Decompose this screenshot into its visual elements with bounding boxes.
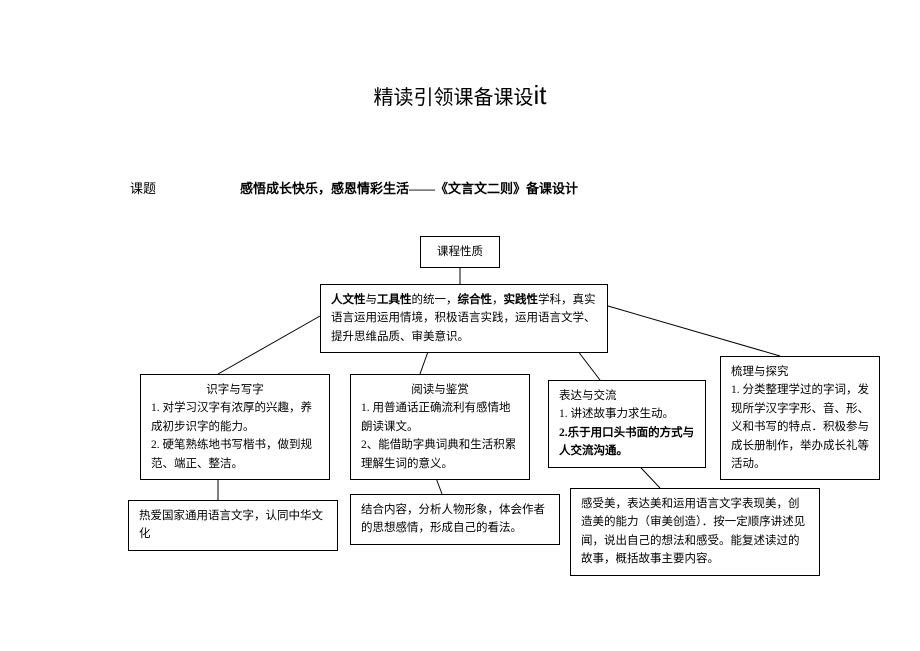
literacy-body: 1. 对学习汉字有浓厚的兴趣，养成初步识字的能力。 2. 硬笔熟练地书写楷书，做…	[151, 402, 312, 469]
page-title: 精读引领课备课设it	[374, 80, 547, 111]
subtitle-label: 课题	[130, 178, 156, 197]
core-part4: 的统一，	[412, 294, 458, 306]
research-heading: 梳理与探究	[731, 366, 789, 378]
node-express: 表达与交流 1. 讲述故事力求生动。 2.乐于用口头书面的方式与人交流沟通。	[548, 380, 706, 468]
core-part6: ，	[492, 294, 504, 306]
core-part3: 工具性	[377, 294, 412, 306]
core-part1: 人文性	[331, 294, 366, 306]
node-combine: 结合内容，分析人物形象，体会作者的思想感情，形成自己的看法。	[350, 494, 560, 545]
title-prefix: 精读引领课备课设	[374, 87, 534, 109]
core-part7: 实践性	[504, 294, 539, 306]
node-root-text: 课程性质	[437, 246, 483, 258]
node-literacy: 识字与写字 1. 对学习汉字有浓厚的兴趣，养成初步识字的能力。 2. 硬笔熟练地…	[140, 374, 330, 480]
node-reading: 阅读与鉴赏 1. 用普通话正确流利有感情地朗读课文。 2、能借助字典词典和生活积…	[350, 374, 530, 480]
node-root: 课程性质	[420, 236, 500, 268]
love-text: 热爱国家通用语言文字，认同中华文化	[139, 510, 323, 540]
literacy-heading: 识字与写字	[151, 381, 319, 399]
express-heading: 表达与交流	[559, 390, 617, 402]
express-body1: 1. 讲述故事力求生动。	[559, 408, 674, 420]
research-body: 1. 分类整理学过的字词，发现所学汉字字形、音、形、义和书写的特点．积极参与成长…	[731, 384, 869, 470]
core-part5: 综合性	[458, 294, 493, 306]
aesthetic-text: 感受美，表达美和运用语言文字表现美，创造美的能力（审美创造）．按一定顺序讲述见闻…	[581, 498, 805, 565]
node-core: 人文性与工具性的统一，综合性，实践性学科，真实语言运用运用情境，积极语言实践，运…	[320, 284, 608, 353]
node-aesthetic: 感受美，表达美和运用语言文字表现美，创造美的能力（审美创造）．按一定顺序讲述见闻…	[570, 488, 820, 576]
core-part2: 与	[366, 294, 378, 306]
reading-heading: 阅读与鉴赏	[361, 381, 519, 399]
node-love: 热爱国家通用语言文字，认同中华文化	[128, 500, 338, 551]
express-body2: 2.乐于用口头书面的方式与人交流沟通。	[559, 427, 694, 457]
subtitle-text: 感悟成长快乐，感恩情彩生活——《文言文二则》备课设计	[240, 178, 578, 197]
combine-text: 结合内容，分析人物形象，体会作者的思想感情，形成自己的看法。	[361, 504, 545, 534]
node-research: 梳理与探究 1. 分类整理学过的字词，发现所学汉字字形、音、形、义和书写的特点．…	[720, 356, 880, 480]
title-suffix: it	[534, 80, 547, 110]
reading-body: 1. 用普通话正确流利有感情地朗读课文。 2、能借助字典词典和生活积累理解生词的…	[361, 402, 516, 469]
